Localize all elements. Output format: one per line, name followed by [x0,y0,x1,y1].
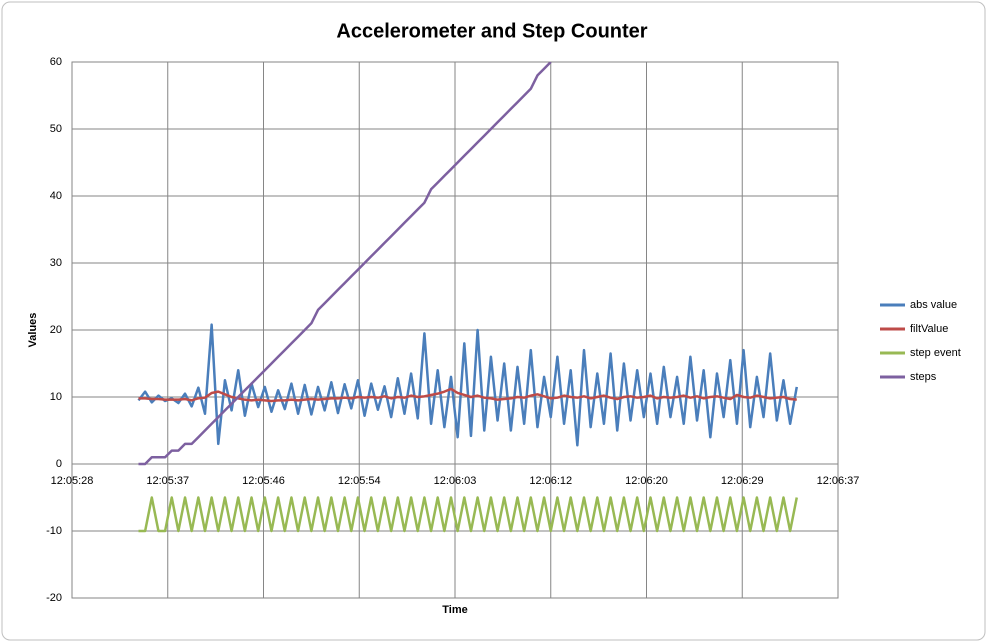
x-tick-label: 12:05:28 [51,475,94,487]
x-tick-label: 12:06:37 [817,475,860,487]
series-line [138,387,797,403]
legend-label: step event [910,347,961,359]
x-tick-label: 12:06:03 [434,475,477,487]
y-tick-label: 60 [50,56,62,68]
y-tick-label: 20 [50,324,62,336]
legend-label: steps [910,371,937,383]
x-axis-label: Time [442,604,467,616]
y-tick-label: 10 [50,391,62,403]
y-axis-label: Values [27,313,39,348]
chart-title: Accelerometer and Step Counter [336,20,647,42]
x-tick-label: 12:05:54 [338,475,381,487]
y-tick-label: -20 [46,592,62,604]
series-line [138,62,552,466]
legend-label: filtValue [910,323,948,335]
y-tick-label: 0 [56,458,62,470]
y-tick-label: 50 [50,123,62,135]
y-tick-label: 40 [50,190,62,202]
x-tick-label: 12:06:29 [721,475,764,487]
x-tick-label: 12:06:20 [625,475,668,487]
x-tick-label: 12:06:12 [529,475,572,487]
x-tick-label: 12:05:37 [146,475,189,487]
legend: abs value filtValue step event steps [880,299,961,383]
series-line [138,496,798,533]
legend-label: abs value [910,299,957,311]
x-tick-label: 12:05:46 [242,475,285,487]
plot-area [137,62,799,533]
y-tick-label: -10 [46,525,62,537]
y-tick-label: 30 [50,257,62,269]
